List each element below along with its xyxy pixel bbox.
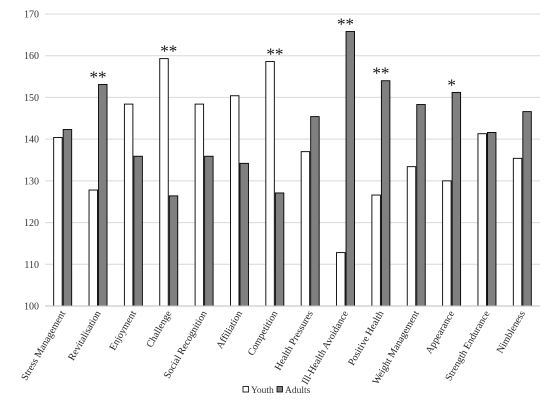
y-axis-ticks: 100 110 120 130 140 150 160 170	[24, 10, 39, 313]
category-label: Affiliation	[215, 309, 246, 351]
bar-adults	[204, 155, 214, 307]
bar-youth	[300, 151, 311, 307]
bar-youth	[442, 180, 452, 307]
significance-markers: **** *******	[90, 15, 456, 95]
significance-marker: *	[447, 75, 456, 94]
bar-adults	[98, 84, 108, 307]
legend: Youth Adults	[242, 386, 311, 396]
category-label: Challenge	[145, 309, 175, 350]
category-label: Competition	[246, 309, 281, 358]
y-tick-label: 150	[24, 93, 39, 104]
bar-adults	[239, 162, 249, 307]
bar-adults	[451, 91, 462, 307]
bar-youth	[406, 166, 417, 307]
y-tick-label: 130	[24, 176, 39, 187]
bar-youth	[88, 189, 98, 307]
bar-adults	[133, 155, 143, 307]
legend-label-adults: Adults	[285, 386, 311, 396]
y-tick-label: 100	[24, 302, 39, 313]
bar-adults	[345, 31, 355, 307]
bar-adults	[416, 104, 426, 307]
bar-youth	[123, 103, 134, 307]
category-label: Revitalisation	[66, 309, 103, 363]
bar-youth	[159, 58, 169, 307]
bar-youth	[194, 103, 205, 307]
y-tick-label: 140	[24, 135, 39, 146]
significance-marker: **	[372, 64, 389, 83]
bar-youth	[230, 95, 240, 307]
bar-adults	[274, 192, 285, 307]
category-label: Appearance	[424, 309, 458, 356]
bar-adults	[168, 195, 179, 307]
category-label: Nimbleness	[495, 309, 528, 355]
bar-adults	[62, 129, 73, 307]
bar-youth	[477, 133, 487, 307]
bar-youth	[371, 194, 381, 307]
bar-youth	[336, 252, 346, 307]
gridlines	[45, 13, 540, 265]
legend-label-youth: Youth	[251, 386, 274, 396]
bar-adults	[380, 80, 391, 307]
category-label: Enjoyment	[108, 309, 140, 353]
bar-adults	[310, 116, 320, 307]
y-tick-label: 120	[24, 218, 39, 229]
category-label: Stress Management	[19, 309, 68, 383]
bar-youth	[512, 157, 523, 307]
bar-youth	[53, 137, 63, 307]
legend-swatch-adults	[276, 386, 283, 393]
category-label: Positive Health	[346, 309, 386, 368]
bar-youth	[265, 61, 275, 307]
legend-swatch-youth	[242, 386, 249, 393]
significance-marker: **	[266, 45, 283, 64]
bars	[53, 31, 532, 307]
significance-marker: **	[160, 42, 177, 61]
significance-marker: **	[90, 67, 107, 86]
significance-marker: **	[337, 15, 354, 34]
y-tick-label: 170	[24, 10, 39, 21]
bar-adults	[522, 111, 532, 307]
bar-adults	[487, 132, 497, 307]
y-tick-label: 160	[24, 51, 39, 62]
y-tick-label: 110	[24, 260, 39, 271]
